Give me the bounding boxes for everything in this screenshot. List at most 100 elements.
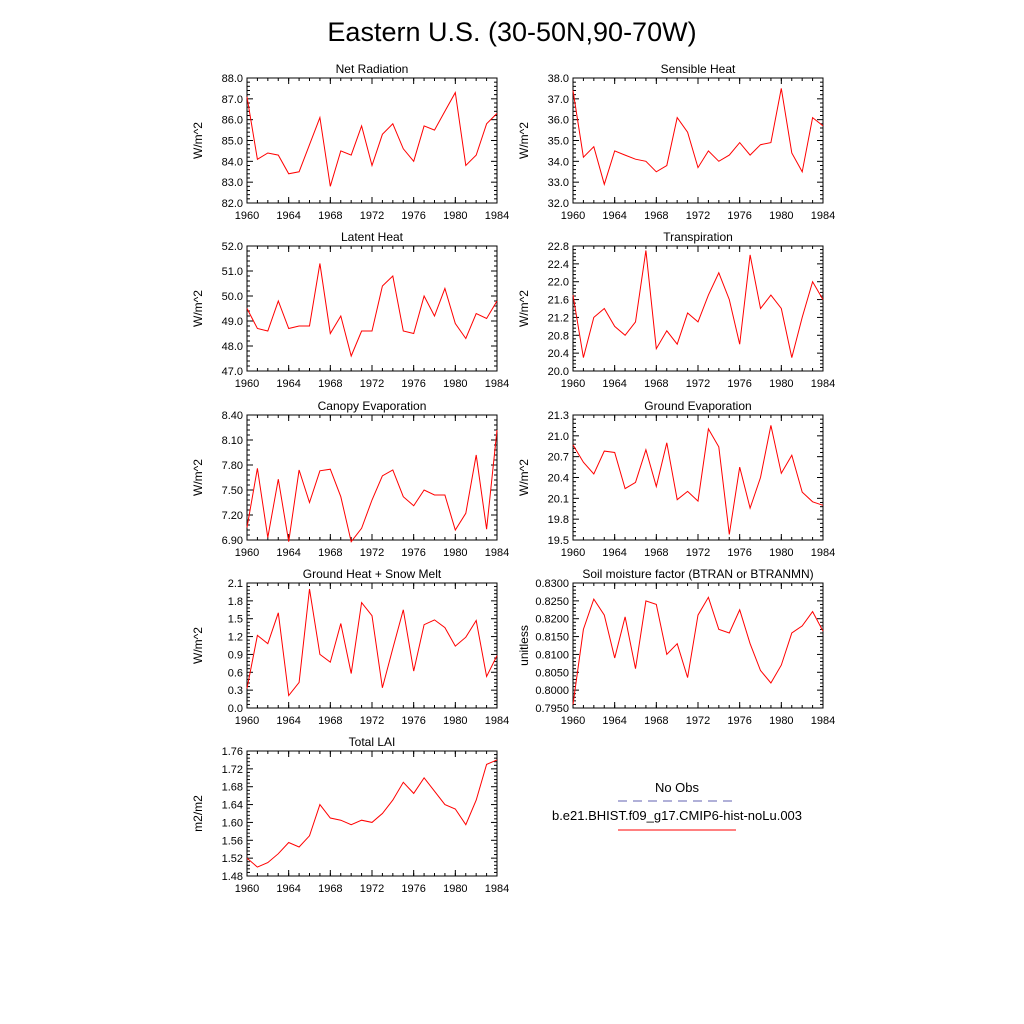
series-line [572, 88, 824, 187]
y-tick-label: 88.0 [222, 73, 243, 85]
x-tick-label: 1984 [485, 210, 509, 222]
x-tick-label: 1980 [443, 715, 467, 727]
x-tick-label: 1972 [686, 378, 710, 390]
x-tick-label: 1984 [485, 883, 509, 895]
plot-frame [572, 582, 824, 709]
plot-frame [246, 77, 498, 204]
y-tick-label: 0.8000 [535, 685, 569, 697]
x-tick-label: 1984 [485, 378, 509, 390]
x-tick-label: 1980 [443, 883, 467, 895]
plot-frame [572, 77, 824, 204]
x-tick-label: 1976 [401, 378, 425, 390]
y-tick-label: 22.8 [548, 241, 569, 253]
x-tick-label: 1968 [644, 210, 668, 222]
panel-title: Latent Heat [341, 230, 404, 244]
panel-1: Net Radiation 1960 1964 1968 1972 1976 1980 198… [191, 62, 509, 222]
x-tick-label: 1972 [360, 378, 384, 390]
y-tick-label: 1.72 [222, 764, 243, 776]
y-tick-label: 2.1 [228, 578, 243, 590]
y-tick-label: 1.2 [228, 632, 243, 644]
y-tick-label: 7.80 [222, 460, 243, 472]
x-tick-label: 1984 [811, 378, 835, 390]
y-tick-label: 1.64 [222, 800, 243, 812]
y-axis-label: m2/m2 [191, 795, 205, 832]
panel-title: Sensible Heat [661, 62, 736, 76]
y-tick-label: 1.68 [222, 782, 243, 794]
x-tick-label: 1960 [561, 715, 585, 727]
y-tick-label: 20.4 [548, 348, 569, 360]
y-tick-label: 82.0 [222, 198, 243, 210]
x-tick-label: 1980 [769, 547, 793, 559]
y-tick-label: 34.0 [548, 156, 569, 168]
x-tick-label: 1976 [727, 715, 751, 727]
y-tick-label: 8.10 [222, 435, 243, 447]
x-tick-label: 1960 [235, 378, 259, 390]
y-tick-label: 86.0 [222, 115, 243, 127]
x-tick-label: 1960 [561, 547, 585, 559]
panel-title: Net Radiation [336, 62, 409, 76]
y-axis-label: unitless [517, 625, 531, 666]
plot-frame [246, 750, 498, 877]
x-tick-label: 1972 [686, 210, 710, 222]
y-tick-label: 1.56 [222, 835, 243, 847]
y-tick-label: 1.5 [228, 614, 243, 626]
y-tick-label: 0.3 [228, 685, 243, 697]
y-tick-label: 47.0 [222, 366, 243, 378]
x-tick-label: 1980 [443, 547, 467, 559]
panel-title: Ground Evaporation [644, 399, 751, 413]
y-tick-label: 1.48 [222, 871, 243, 883]
panel-title: Transpiration [663, 230, 733, 244]
x-tick-label: 1972 [686, 547, 710, 559]
y-tick-label: 20.0 [548, 366, 569, 378]
y-tick-label: 48.0 [222, 341, 243, 353]
x-tick-label: 1968 [644, 547, 668, 559]
x-tick-label: 1964 [276, 883, 300, 895]
x-tick-label: 1972 [360, 210, 384, 222]
y-tick-label: 6.90 [222, 535, 243, 547]
y-tick-label: 87.0 [222, 94, 243, 106]
panels: Net Radiation 1960 1964 1968 1972 1976 1980 198… [191, 62, 835, 895]
plot-frame [572, 245, 824, 372]
panel-8: Soil moisture factor (BTRAN or BTRANMN) 1… [517, 567, 835, 727]
x-tick-label: 1964 [602, 378, 626, 390]
y-tick-label: 52.0 [222, 241, 243, 253]
panel-7: Ground Heat + Snow Melt 1960 1964 1968 1972 1… [191, 567, 509, 727]
x-tick-label: 1976 [727, 378, 751, 390]
y-tick-label: 0.8050 [535, 667, 569, 679]
series-line [246, 263, 498, 358]
plot-frame [246, 582, 498, 709]
y-tick-label: 21.0 [548, 431, 569, 443]
panel-title: Total LAI [349, 735, 396, 749]
x-tick-label: 1964 [602, 547, 626, 559]
y-tick-label: 20.4 [548, 473, 569, 485]
panel-title: Ground Heat + Snow Melt [303, 567, 442, 581]
plot-frame [572, 414, 824, 541]
y-tick-label: 83.0 [222, 177, 243, 189]
series-line [572, 596, 824, 705]
x-tick-label: 1984 [811, 715, 835, 727]
plot-frame [246, 414, 498, 541]
panel-3: Latent Heat 1960 1964 1968 1972 1976 1980 1984 4… [191, 230, 509, 390]
y-tick-label: 21.2 [548, 312, 569, 324]
y-tick-label: 8.40 [222, 410, 243, 422]
y-tick-label: 0.6 [228, 667, 243, 679]
y-tick-label: 0.8100 [535, 649, 569, 661]
y-tick-label: 85.0 [222, 136, 243, 148]
y-tick-label: 32.0 [548, 198, 569, 210]
y-tick-label: 0.7950 [535, 703, 569, 715]
y-tick-label: 19.8 [548, 514, 569, 526]
x-tick-label: 1968 [318, 378, 342, 390]
x-tick-label: 1968 [318, 883, 342, 895]
y-tick-label: 33.0 [548, 177, 569, 189]
y-tick-label: 1.8 [228, 596, 243, 608]
y-tick-label: 35.0 [548, 136, 569, 148]
y-tick-label: 1.60 [222, 817, 243, 829]
y-tick-label: 20.1 [548, 493, 569, 505]
x-tick-label: 1964 [276, 378, 300, 390]
y-tick-label: 0.8250 [535, 596, 569, 608]
y-tick-label: 49.0 [222, 316, 243, 328]
y-axis-label: W/m^2 [191, 459, 205, 496]
x-tick-label: 1968 [318, 547, 342, 559]
y-tick-label: 1.52 [222, 853, 243, 865]
